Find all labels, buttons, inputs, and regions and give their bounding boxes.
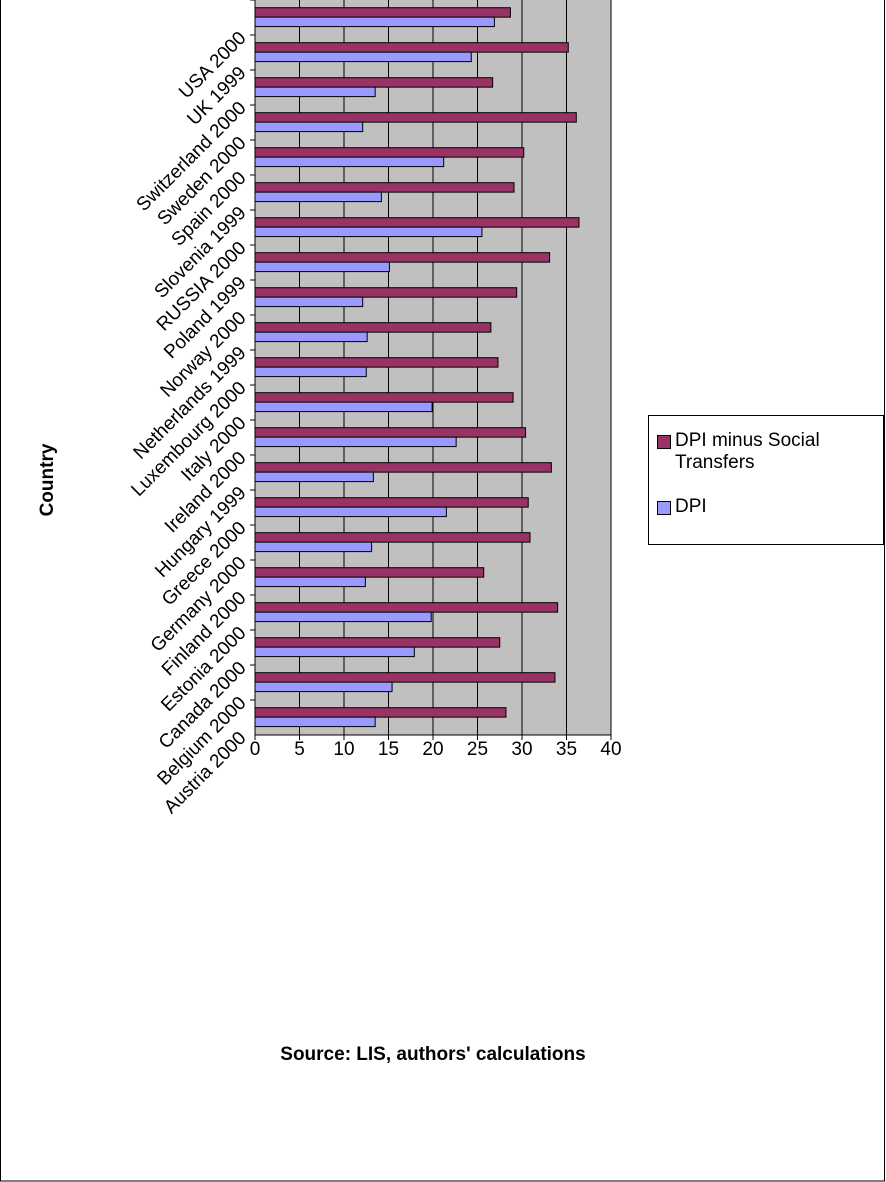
bar — [254, 611, 432, 623]
source-note: Source: LIS, authors' calculations — [280, 1044, 585, 1065]
bar — [254, 42, 569, 53]
bar — [254, 471, 374, 483]
bar — [254, 401, 433, 413]
bar — [254, 217, 580, 228]
bar — [254, 252, 551, 263]
x-tick-label: 30 — [511, 739, 532, 760]
legend-label: DPI — [675, 496, 707, 517]
bar — [254, 147, 525, 158]
bar — [254, 182, 515, 193]
y-axis-label: Country — [37, 443, 58, 516]
bar — [254, 602, 559, 613]
legend-entry: DPI — [657, 496, 855, 518]
bar — [254, 77, 494, 88]
legend-label: DPI minus Social Transfers — [675, 430, 820, 473]
bar — [254, 707, 507, 718]
bar — [254, 576, 366, 588]
bar — [254, 541, 373, 553]
bar — [254, 532, 531, 543]
bar — [254, 121, 364, 133]
legend-swatch — [657, 501, 671, 515]
x-tick-label: 20 — [422, 739, 443, 760]
bar — [254, 16, 495, 28]
bar — [254, 112, 577, 123]
x-tick-label: 10 — [333, 739, 354, 760]
bar — [254, 156, 445, 168]
bar — [254, 287, 518, 298]
bar — [254, 392, 514, 403]
bar — [254, 506, 447, 518]
bar — [254, 567, 485, 578]
bar — [254, 462, 552, 473]
bar — [254, 331, 368, 343]
bar — [254, 497, 529, 508]
bar — [254, 261, 390, 273]
bar — [254, 637, 501, 648]
bar — [254, 191, 382, 203]
bar — [254, 366, 367, 378]
x-tick-label: 35 — [556, 739, 577, 760]
bar — [254, 7, 511, 18]
bar — [254, 226, 483, 238]
bar — [254, 322, 492, 333]
bar — [254, 646, 415, 658]
bar — [254, 51, 472, 63]
x-tick-label: 25 — [467, 739, 488, 760]
bar — [254, 672, 556, 683]
bar — [254, 681, 393, 693]
bar — [254, 436, 457, 448]
bar — [254, 427, 527, 438]
bar — [254, 86, 376, 98]
bar — [254, 716, 376, 728]
bar — [254, 296, 364, 308]
bar — [254, 357, 499, 368]
x-tick-label: 0 — [250, 739, 261, 760]
x-tick-label: 40 — [600, 739, 621, 760]
legend-swatch — [657, 435, 671, 449]
x-tick-label: 15 — [378, 739, 399, 760]
x-tick-label: 5 — [294, 739, 305, 760]
legend-entry: DPI minus Social Transfers — [657, 430, 855, 474]
legend: DPI minus Social Transfers DPI — [648, 415, 884, 545]
